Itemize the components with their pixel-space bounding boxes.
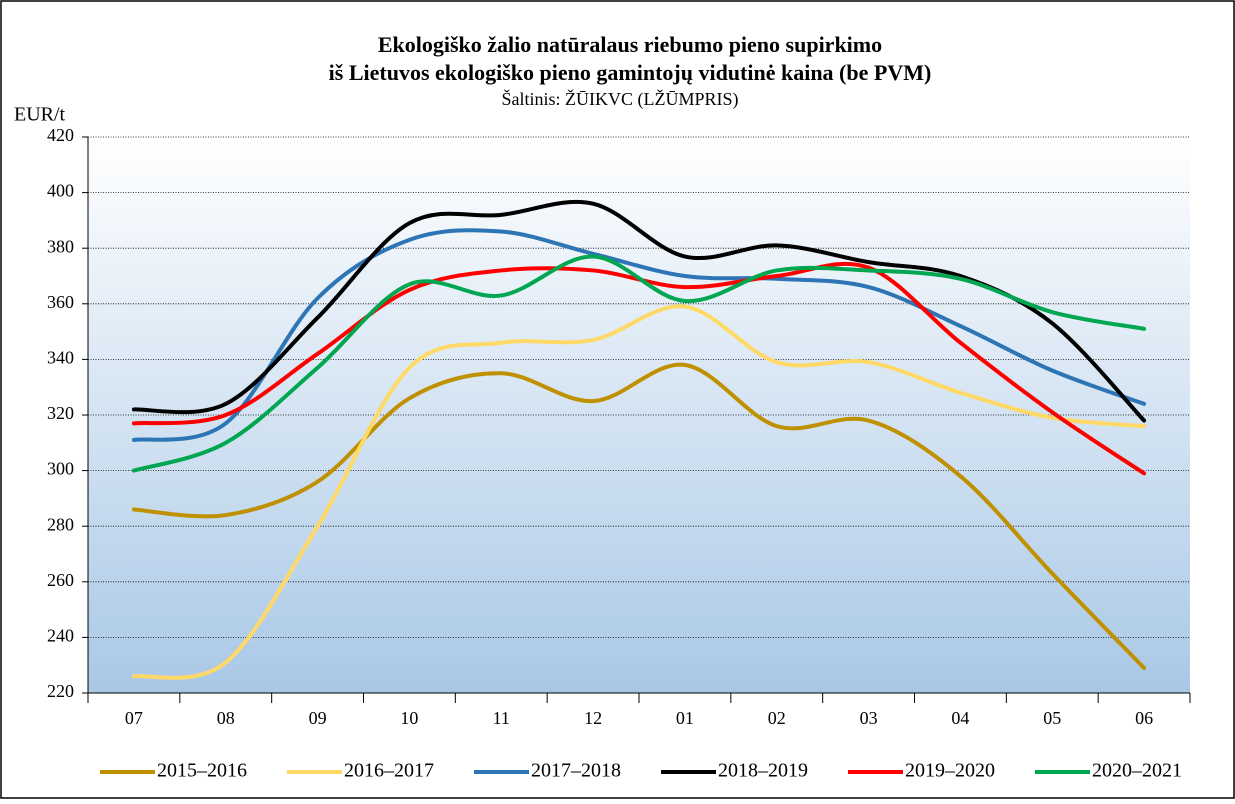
y-tick-label: 420 (47, 125, 74, 145)
x-tick-label: 05 (1043, 708, 1061, 728)
chart-subtitle: Šaltinis: ŽŪIKVC (LŽŪMPRIS) (501, 88, 738, 110)
x-tick-label: 09 (309, 708, 327, 728)
series-line (131, 362, 1147, 670)
x-tick-label: 04 (951, 708, 969, 728)
legend-label: 2018–2019 (718, 760, 808, 782)
y-tick-label: 260 (47, 570, 74, 590)
y-tick-label: 280 (47, 514, 74, 534)
x-tick-label: 07 (125, 708, 143, 728)
series-line (131, 261, 1147, 476)
x-tick-label: 06 (1135, 708, 1153, 728)
chart-title: Ekologiško žalio natūralaus riebumo pien… (378, 32, 882, 57)
y-tick-label: 340 (47, 348, 74, 368)
x-tick-label: 11 (493, 708, 510, 728)
series-line (131, 254, 1147, 473)
x-tick-label: 02 (768, 708, 786, 728)
y-tick-label: 240 (47, 626, 74, 646)
x-tick-label: 08 (217, 708, 235, 728)
chart-title: iš Lietuvos ekologiško pieno gamintojų v… (329, 60, 932, 85)
x-tick-label: 10 (400, 708, 418, 728)
y-tick-label: 300 (47, 459, 74, 479)
y-tick-label: 400 (47, 181, 74, 201)
series-line (131, 228, 1147, 443)
y-tick-label: 360 (47, 292, 74, 312)
x-tick-label: 03 (860, 708, 878, 728)
legend-label: 2016–2017 (344, 760, 434, 782)
legend-label: 2015–2016 (157, 760, 247, 782)
y-tick-label: 320 (47, 403, 74, 423)
x-tick-label: 12 (584, 708, 602, 728)
y-axis-label: EUR/t (14, 104, 66, 126)
legend-label: 2020–2021 (1092, 760, 1182, 782)
x-tick-label: 01 (676, 708, 694, 728)
legend-label: 2019–2020 (905, 760, 995, 782)
legend-label: 2017–2018 (531, 760, 621, 782)
y-tick-label: 220 (47, 681, 74, 701)
series-line (131, 304, 1147, 680)
y-tick-label: 380 (47, 236, 74, 256)
